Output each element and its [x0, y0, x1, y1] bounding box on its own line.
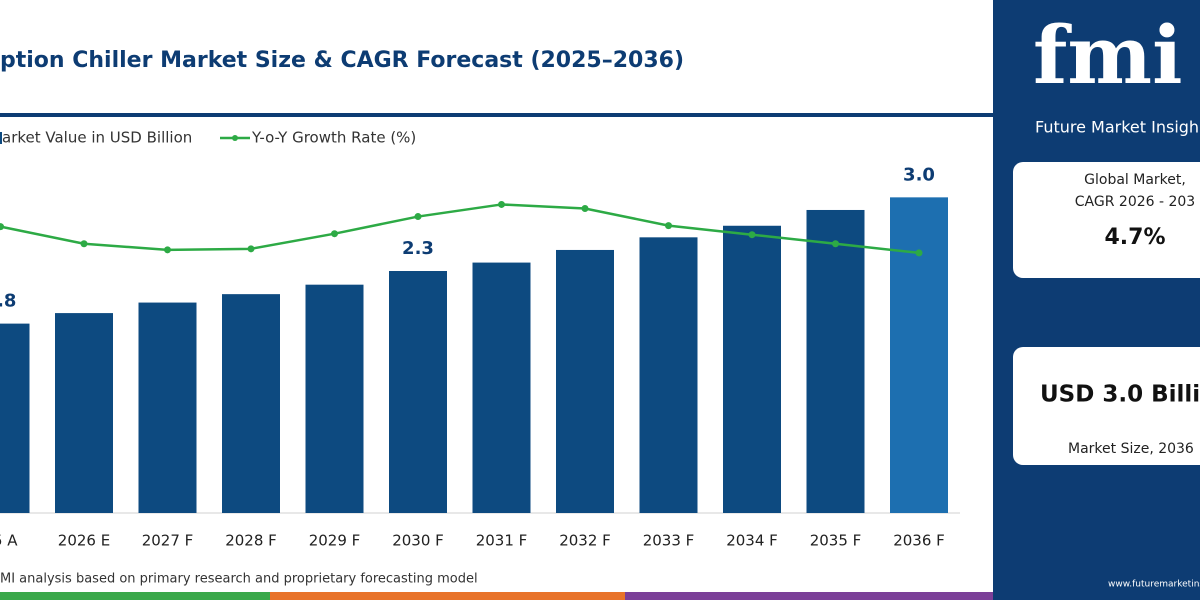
size-value: USD 3.0 Billio	[1040, 382, 1200, 408]
footer-strip	[0, 592, 270, 600]
line-marker	[915, 249, 923, 257]
data-label: 1.8	[0, 291, 16, 312]
x-tick-label: 2035 F	[810, 532, 862, 550]
bar	[55, 313, 113, 513]
bar	[472, 262, 531, 513]
cagr-value: 4.7%	[1104, 225, 1165, 250]
bar	[890, 197, 948, 513]
line-marker	[0, 223, 4, 231]
bar	[556, 249, 614, 513]
legend-label: arket Value in USD Billion	[2, 129, 192, 147]
x-tick-label: 2029 F	[309, 532, 361, 550]
line-marker	[164, 246, 171, 254]
line-marker	[414, 213, 422, 221]
line-marker	[832, 240, 839, 248]
cagr-label: Global Market,	[1084, 172, 1186, 188]
x-tick-label: 2032 F	[559, 532, 611, 550]
growth-line	[0, 203, 920, 255]
legend-label: Y-o-Y Growth Rate (%)	[251, 129, 416, 147]
x-tick-label: 2033 F	[643, 532, 695, 550]
line-marker	[665, 222, 672, 230]
data-label: 2.3	[402, 238, 434, 259]
chart-title: ption Chiller Market Size & CAGR Forecas…	[0, 48, 684, 73]
bar	[0, 323, 30, 513]
brand: Future Market Insigh	[1035, 118, 1199, 137]
website: www.futuremarketinsights.com	[1108, 580, 1200, 590]
footer-strip	[270, 592, 625, 600]
logo: fmi	[1033, 8, 1182, 102]
legend-marker	[232, 135, 238, 141]
x-tick-label: 25 A	[0, 532, 18, 550]
plot: 25 A 2026 E 2027 F 2028 F 2029 F 2030 F 2031 F…	[0, 164, 948, 550]
bar	[389, 271, 447, 513]
size-card	[1013, 347, 1200, 465]
bar	[723, 225, 781, 513]
header-rule	[0, 113, 993, 117]
line-marker	[80, 240, 88, 248]
line-marker	[498, 200, 505, 208]
footer-strip	[625, 592, 993, 600]
bar	[138, 302, 197, 513]
bar	[806, 209, 865, 513]
line-marker	[331, 230, 338, 238]
line-marker	[748, 231, 756, 239]
cagr-label: CAGR 2026 - 203	[1075, 194, 1195, 210]
bar	[639, 237, 698, 513]
x-tick-label: 2028 F	[225, 532, 277, 550]
bar	[305, 284, 364, 513]
bar	[222, 294, 280, 513]
x-tick-label: 2034 F	[726, 532, 778, 550]
footnote: MI analysis based on primary research an…	[0, 572, 478, 587]
side-panel	[993, 0, 1200, 600]
data-label: 3.0	[903, 164, 935, 185]
x-tick-label: 2027 F	[142, 532, 194, 550]
line-marker	[581, 204, 589, 212]
x-tick-label: 2026 E	[58, 532, 110, 550]
legend-swatch	[0, 132, 2, 144]
x-tick-label: 2031 F	[476, 532, 528, 550]
size-label: Market Size, 2036	[1068, 441, 1194, 457]
cagr-card	[1013, 162, 1200, 278]
x-tick-label: 2036 F	[893, 532, 945, 550]
line-marker	[247, 245, 255, 253]
x-tick-label: 2030 F	[392, 532, 444, 550]
